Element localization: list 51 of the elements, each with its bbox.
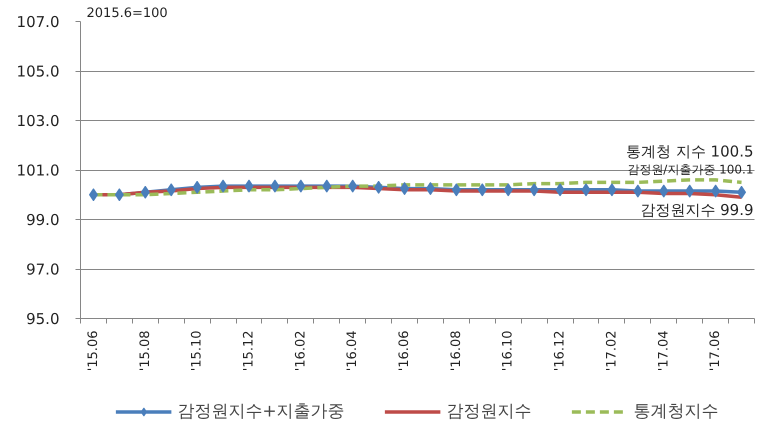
text: 2015.6=100 [86, 6, 168, 21]
y-tick-label: 99.0 [26, 211, 60, 229]
x-tick-label: '17.02 [604, 330, 620, 372]
legend-label: 통계청지수 [634, 400, 719, 422]
y-tick-label: 107.0 [16, 13, 60, 31]
x-tick-label: '15.10 [190, 330, 205, 372]
point [737, 186, 746, 199]
point [504, 183, 513, 196]
y-tick-label: 101.0 [16, 162, 60, 180]
point [556, 183, 565, 196]
point [270, 180, 280, 193]
x-tick-label: '16.06 [397, 330, 412, 372]
legend-label: 감정원지수+지출가중 [177, 400, 345, 422]
x-tick-label: '16.12 [552, 330, 568, 372]
y-tick-label: 95.0 [26, 310, 60, 328]
x-tick-label: '15.06 [86, 330, 101, 372]
point [166, 183, 176, 196]
point [218, 180, 228, 193]
x-tick-label: '17.04 [656, 330, 672, 372]
point [114, 188, 124, 202]
x-tick-label: '16.04 [345, 330, 360, 372]
point [140, 186, 150, 199]
point [296, 180, 306, 193]
point [478, 183, 487, 196]
point [88, 188, 98, 202]
point [400, 182, 410, 196]
point [374, 180, 384, 194]
y-tick-label: 97.0 [26, 260, 60, 278]
y-tick-label: 105.0 [16, 62, 60, 80]
x-tick-label: '16.08 [448, 330, 464, 372]
point [348, 180, 358, 193]
point [322, 180, 332, 193]
legend-label: 감정원지수 [446, 400, 532, 422]
x-tick-label: '17.06 [708, 330, 724, 372]
point [659, 184, 668, 198]
point [685, 184, 694, 198]
point [530, 183, 539, 196]
annotation: 통계청 지수 100.5 [626, 142, 754, 160]
x-tick-label: '16.10 [500, 330, 516, 372]
y-tick-label: 103.0 [16, 112, 60, 130]
point [452, 183, 461, 196]
annotation: 감정원지수 99.9 [640, 201, 754, 220]
point [711, 184, 720, 198]
point [426, 182, 435, 196]
point [633, 184, 642, 198]
annotation: 감정원/지출가중 100.1 [627, 162, 754, 176]
x-tick-label: '16.02 [293, 330, 308, 372]
point [192, 180, 202, 194]
x-tick-label: '15.08 [138, 330, 153, 372]
point [607, 183, 616, 196]
x-tick-label: '15.12 [242, 330, 256, 372]
